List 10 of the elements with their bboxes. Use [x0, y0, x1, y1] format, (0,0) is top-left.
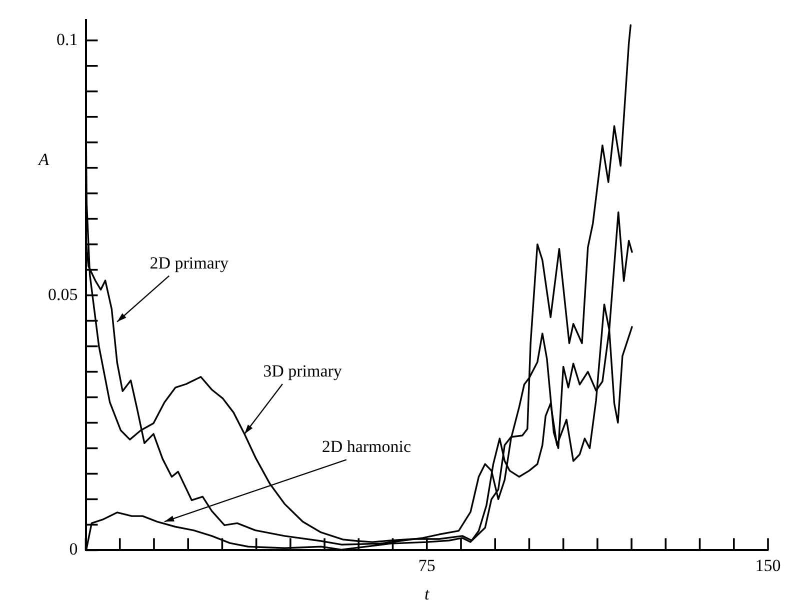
y-tick-label: 0 [69, 540, 78, 559]
annotation: 2D harmonic [322, 437, 412, 456]
x-axis-title: t [424, 584, 431, 604]
y-tick-label: 0.05 [48, 284, 78, 304]
x-tick-label: 150 [755, 556, 781, 575]
x-tick-label: 75 [418, 556, 436, 575]
annotation: 2D primary [150, 253, 230, 272]
y-axis-title: A [38, 150, 50, 169]
annotation: 3D primary [263, 361, 342, 380]
y-tick-label: 0.1 [56, 30, 78, 49]
